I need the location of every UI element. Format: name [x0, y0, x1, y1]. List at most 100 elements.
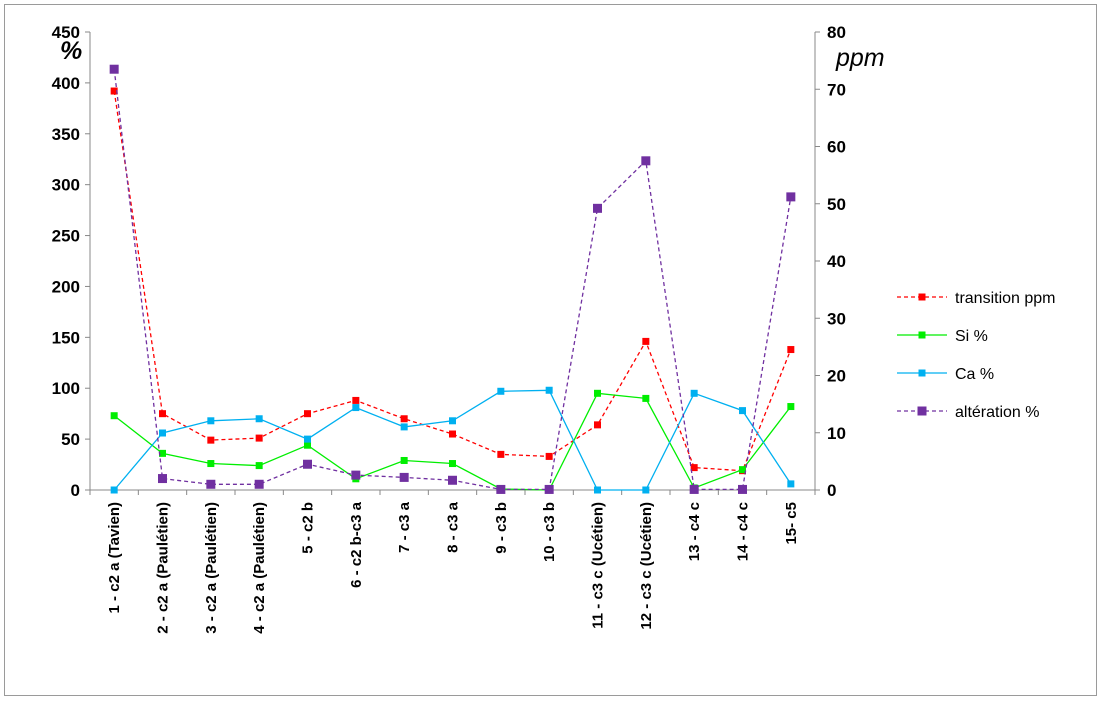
y-left-tick-label: 350 [52, 125, 80, 144]
y-right-tick-label: 80 [827, 23, 846, 42]
y-right-tick-label: 10 [827, 424, 846, 443]
data-point [158, 474, 167, 484]
x-category-label: 14 - c4 c [735, 502, 752, 561]
y-right-unit-label: ppm [835, 44, 885, 72]
x-category-label: 4 - c2 a (Paulétien) [251, 502, 268, 634]
data-point [352, 396, 360, 404]
legend-item: transition ppm [897, 290, 1056, 307]
data-point [544, 484, 554, 494]
y-right-tick-label: 40 [827, 252, 846, 271]
data-point [545, 452, 553, 460]
data-point [593, 203, 602, 213]
data-point [254, 479, 264, 489]
data-point [400, 456, 408, 464]
y-right-tick-label: 30 [827, 309, 846, 328]
y-left-tick-label: 0 [71, 481, 80, 500]
x-category-label: 11 - c3 c (Ucétien) [590, 502, 607, 629]
data-point [689, 484, 699, 494]
data-point [642, 486, 650, 494]
data-point [110, 87, 118, 95]
data-point [786, 192, 796, 202]
data-point [159, 410, 166, 418]
data-point [496, 484, 506, 494]
x-category-label: 3 - c2 a (Paulétien) [203, 502, 220, 634]
series-2 [110, 386, 795, 494]
y-left-tick-label: 150 [52, 328, 80, 347]
x-category-label: 5 - c2 b [300, 502, 317, 554]
data-point [641, 156, 651, 166]
y-left-tick-label: 300 [52, 176, 80, 195]
data-point [110, 486, 118, 494]
series-line [113, 90, 792, 472]
y-right-tick-label: 20 [827, 367, 846, 386]
data-point [787, 346, 795, 354]
x-category-label: 13 - c4 c [686, 502, 703, 561]
series-3 [109, 64, 796, 494]
x-category-label: 1 - c2 a (Tavien) [106, 502, 123, 613]
data-point [159, 429, 166, 437]
chart-frame [4, 4, 1097, 696]
data-point [739, 407, 746, 415]
data-point [787, 480, 795, 488]
legend-item: Ca % [897, 366, 994, 383]
y-right-tick-label: 70 [827, 80, 846, 99]
y-left-tick-label: 100 [52, 379, 80, 398]
data-point [255, 462, 263, 470]
data-point [304, 441, 311, 449]
legend-swatch-marker [917, 406, 927, 416]
x-category-label: 6 - c2 b-c3 a [348, 501, 365, 588]
y-right-tick-label: 60 [827, 138, 846, 157]
data-point [448, 475, 457, 485]
y-left-tick-label: 200 [52, 277, 80, 296]
data-point [304, 410, 311, 418]
data-point [787, 403, 795, 411]
data-point [400, 415, 408, 423]
x-category-label: 8 - c3 a [445, 501, 462, 553]
y-left-tick-label: 250 [52, 227, 80, 246]
data-point [545, 386, 553, 394]
legend-label: Si % [955, 328, 988, 345]
data-point [594, 421, 601, 429]
x-category-label: 7 - c3 a [396, 501, 413, 553]
data-point [738, 484, 747, 494]
data-point [642, 337, 650, 345]
legend: transition ppm Si % Ca % altération % [897, 290, 1056, 421]
data-point [449, 417, 456, 425]
y-left-tick-label: 450 [52, 23, 80, 42]
data-point [594, 389, 601, 397]
y-left-tick-label: 50 [61, 430, 80, 449]
x-category-label: 15- c5 [783, 502, 800, 545]
legend-swatch-marker [918, 331, 926, 339]
legend-item: Si % [897, 328, 988, 345]
series-0 [110, 87, 795, 475]
y-left-tick-label: 400 [52, 74, 80, 93]
data-point [352, 404, 360, 412]
series-line [113, 69, 792, 491]
data-point [400, 423, 408, 431]
legend-swatch-marker [918, 369, 926, 377]
data-point [497, 450, 505, 458]
y-right-tick-label: 50 [827, 195, 846, 214]
data-point [255, 434, 263, 442]
data-point [255, 415, 263, 423]
data-point [739, 466, 746, 474]
data-point [497, 387, 505, 395]
legend-item: altération % [897, 404, 1040, 421]
data-point [690, 464, 698, 472]
data-point [594, 486, 601, 494]
legend-label: transition ppm [955, 290, 1056, 307]
data-point [207, 436, 215, 444]
data-point [642, 394, 650, 402]
data-point [207, 460, 215, 468]
legend-swatch-marker [918, 293, 926, 301]
data-point [304, 435, 311, 443]
series-line [113, 392, 792, 491]
x-category-label: 12 - c3 c (Ucétien) [638, 502, 655, 630]
series-layer [109, 64, 796, 494]
data-point [206, 479, 216, 489]
data-point [351, 470, 361, 480]
x-category-label: 9 - c3 b [493, 502, 510, 554]
y-right-tick-label: 0 [827, 481, 836, 500]
legend-label: altération % [955, 404, 1040, 421]
